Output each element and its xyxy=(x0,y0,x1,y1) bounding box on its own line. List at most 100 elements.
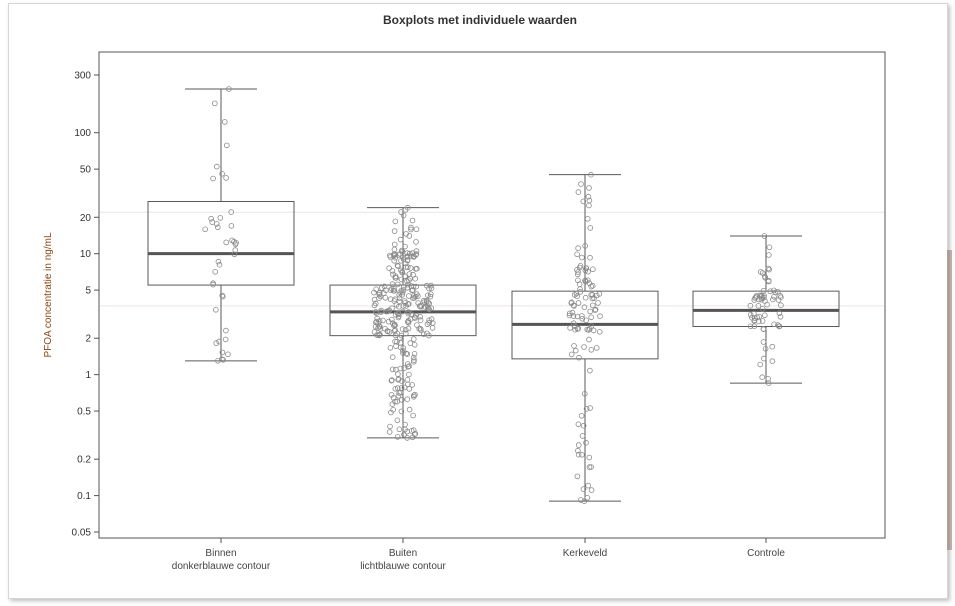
data-point xyxy=(391,321,398,328)
data-point xyxy=(578,412,585,419)
y-tick-label: 2 xyxy=(85,334,91,345)
data-point xyxy=(761,312,768,319)
data-point xyxy=(427,291,434,297)
data-point xyxy=(389,281,396,287)
data-point xyxy=(421,305,428,311)
data-point xyxy=(587,308,593,315)
data-point xyxy=(381,283,388,290)
data-point xyxy=(397,335,403,341)
data-point xyxy=(391,246,398,253)
y-tick-label: 20 xyxy=(80,213,92,224)
data-point xyxy=(755,303,762,309)
data-point xyxy=(412,391,418,398)
data-point xyxy=(402,326,409,333)
data-point xyxy=(776,323,782,330)
data-point xyxy=(580,486,587,492)
data-point xyxy=(588,487,595,493)
data-point xyxy=(395,376,402,383)
data-point xyxy=(575,421,582,428)
data-point xyxy=(402,243,408,250)
data-point xyxy=(402,207,409,213)
data-point xyxy=(751,297,758,303)
data-point xyxy=(426,332,432,339)
data-point xyxy=(423,282,430,289)
data-point xyxy=(215,258,222,265)
data-point xyxy=(401,365,408,371)
box-group xyxy=(147,88,295,362)
data-point xyxy=(415,300,422,306)
data-point xyxy=(399,268,405,275)
data-point xyxy=(404,250,411,256)
data-point xyxy=(574,251,580,258)
y-tick-label: 1 xyxy=(85,370,91,381)
data-point xyxy=(405,317,412,324)
data-point xyxy=(574,473,581,480)
data-point xyxy=(427,293,434,300)
data-point xyxy=(411,292,417,299)
data-point xyxy=(567,325,573,331)
data-point xyxy=(589,302,596,309)
y-tick-label: 50 xyxy=(80,165,92,176)
data-point xyxy=(409,250,416,256)
data-point xyxy=(400,350,406,357)
data-point xyxy=(372,309,379,315)
data-point xyxy=(566,310,573,317)
data-point xyxy=(223,327,229,334)
data-point xyxy=(761,233,768,239)
data-point xyxy=(387,423,393,430)
data-point xyxy=(571,343,577,349)
data-point xyxy=(219,349,226,356)
data-point xyxy=(405,363,411,370)
data-point xyxy=(569,309,576,316)
data-point xyxy=(406,406,413,413)
data-point xyxy=(421,299,428,305)
data-point xyxy=(581,390,588,397)
y-tick-label: 300 xyxy=(74,71,91,82)
data-point xyxy=(410,354,417,361)
data-point xyxy=(586,454,593,461)
data-point xyxy=(593,345,600,351)
data-point xyxy=(389,401,396,408)
data-point xyxy=(405,319,412,326)
data-point xyxy=(398,267,404,274)
data-point xyxy=(429,320,436,326)
data-point xyxy=(395,371,401,377)
data-point xyxy=(570,320,577,327)
data-point xyxy=(399,326,406,332)
data-point xyxy=(378,285,385,291)
data-point xyxy=(765,277,772,284)
data-point xyxy=(592,306,599,313)
data-point xyxy=(216,338,222,345)
data-point xyxy=(403,350,410,357)
y-axis: 0.05 0.1 0.2 0.5 1 2 5 10 20 50 100 300 xyxy=(72,71,99,539)
data-point xyxy=(212,100,218,107)
data-point xyxy=(758,296,765,303)
data-point xyxy=(398,408,405,415)
boxes xyxy=(147,88,840,502)
data-point xyxy=(757,361,763,368)
data-point xyxy=(593,292,600,299)
x-axis: Binnen donkerblauwe contour Buiten lichtbla… xyxy=(172,538,785,572)
data-point xyxy=(410,336,417,342)
data-point xyxy=(371,289,377,296)
y-tick-label: 100 xyxy=(74,128,91,139)
data-point xyxy=(391,286,397,292)
data-point xyxy=(575,442,582,448)
data-point xyxy=(385,308,392,315)
data-point xyxy=(753,294,759,300)
data-point xyxy=(383,308,390,315)
data-point xyxy=(778,294,784,301)
data-point xyxy=(210,175,216,182)
data-point xyxy=(760,326,767,333)
data-point xyxy=(405,325,412,332)
data-point xyxy=(590,266,596,273)
data-point xyxy=(388,377,395,384)
data-point xyxy=(411,341,418,348)
data-point xyxy=(761,355,767,362)
data-point xyxy=(403,231,409,237)
data-point xyxy=(231,251,238,258)
data-point xyxy=(571,292,578,298)
data-point xyxy=(588,171,594,178)
data-point xyxy=(575,447,581,454)
data-point xyxy=(387,252,393,259)
